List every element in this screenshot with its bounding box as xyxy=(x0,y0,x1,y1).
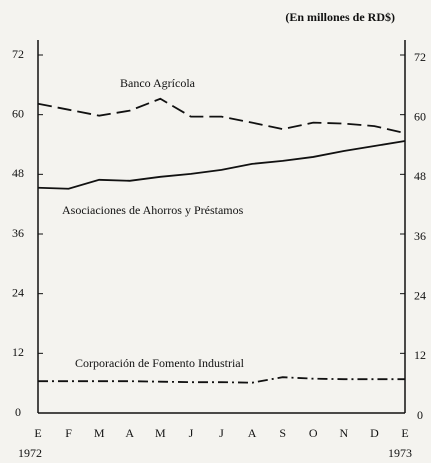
year-label: 1973 xyxy=(388,446,412,460)
y2-tick-label: 48 xyxy=(414,169,426,183)
x-tick-label: A xyxy=(125,426,134,440)
series-line xyxy=(37,97,406,134)
y2-tick-label: 72 xyxy=(414,50,426,64)
series-label: Corporación de Fomento Industrial xyxy=(75,356,245,370)
year-label: 1972 xyxy=(18,446,42,460)
y-tick-label: 0 xyxy=(15,405,21,419)
x-tick-label: D xyxy=(370,426,379,440)
y2-tick-label: 24 xyxy=(414,288,426,302)
x-tick-label: E xyxy=(34,426,41,440)
chart-subtitle: (En millones de RD$) xyxy=(285,10,395,24)
x-tick-label: S xyxy=(279,426,286,440)
x-tick-label: M xyxy=(155,426,166,440)
x-tick-label: E xyxy=(401,426,408,440)
y2-tick-label: 36 xyxy=(414,229,426,243)
series-line xyxy=(37,140,406,190)
y2-tick-label: 12 xyxy=(414,348,426,362)
y-tick-label: 72 xyxy=(12,47,24,61)
x-tick-label: A xyxy=(248,426,257,440)
y-tick-label: 36 xyxy=(12,226,24,240)
x-tick-label: M xyxy=(94,426,105,440)
y2-tick-label: 60 xyxy=(414,109,426,123)
x-tick-label: J xyxy=(219,426,224,440)
series-line xyxy=(38,376,405,384)
x-tick-label: O xyxy=(309,426,318,440)
series-label: Banco Agrícola xyxy=(120,76,196,90)
series-label: Asociaciones de Ahorros y Préstamos xyxy=(62,203,244,217)
y2-tick-label: 0 xyxy=(417,408,423,422)
x-tick-label: N xyxy=(339,426,348,440)
x-tick-label: F xyxy=(65,426,72,440)
y-tick-label: 60 xyxy=(12,106,24,120)
x-tick-label: J xyxy=(189,426,194,440)
y-tick-label: 12 xyxy=(12,345,24,359)
y-tick-label: 24 xyxy=(12,285,24,299)
y-tick-label: 48 xyxy=(12,166,24,180)
